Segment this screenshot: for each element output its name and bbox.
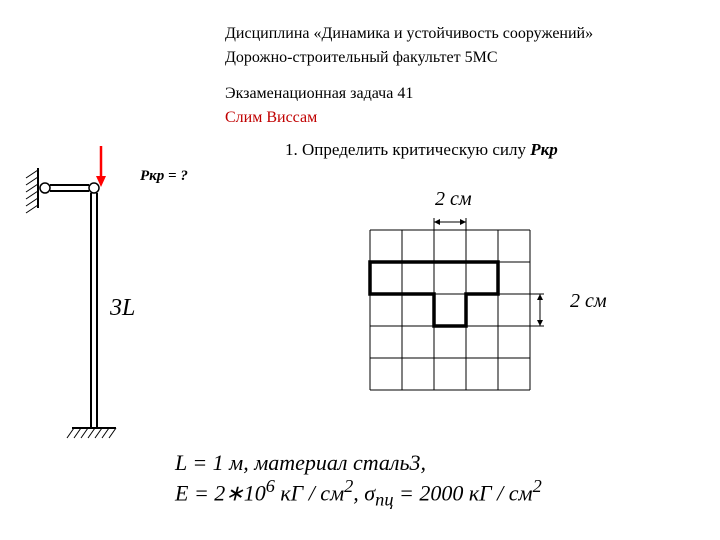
formula-line-2: E = 2∗106 кГ / см2, σпц = 2000 кГ / см2 xyxy=(175,476,542,511)
student-name: Слим Виссам xyxy=(225,109,593,127)
pkr-symbol: Pкр xyxy=(530,140,558,159)
task-number-line: Экзаменационная задача 41 xyxy=(225,85,593,103)
section-diagram xyxy=(350,180,630,420)
task-description: 1. Определить критическую силу Pкр xyxy=(285,140,558,160)
formula-line-1: L = 1 м, материал сталь3, xyxy=(175,450,542,476)
formula-block: L = 1 м, материал сталь3, E = 2∗106 кГ /… xyxy=(175,450,542,511)
column-diagram xyxy=(0,0,200,460)
faculty-line: Дорожно-строительный факультет 5МС xyxy=(225,49,593,67)
discipline-line: Дисциплина «Динамика и устойчивость соор… xyxy=(225,25,593,43)
